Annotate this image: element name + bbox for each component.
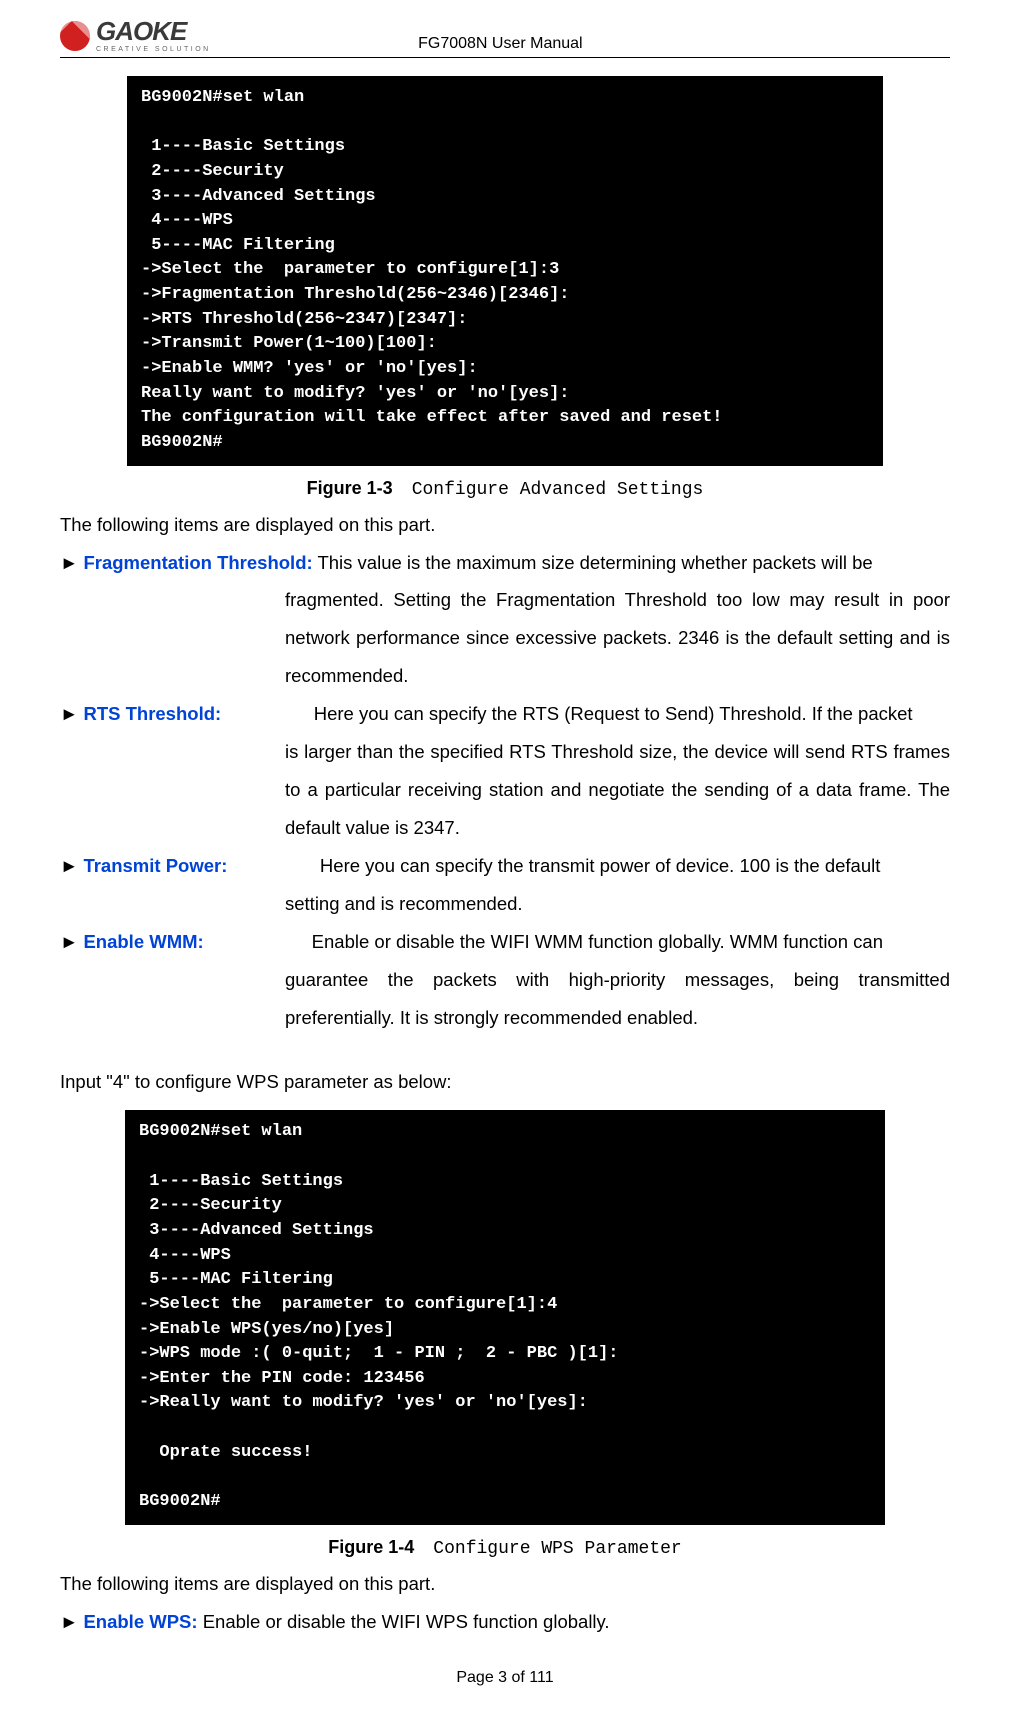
terminal-screenshot-1: BG9002N#set wlan 1----Basic Settings 2--…	[127, 76, 883, 466]
parameter-pad	[221, 703, 314, 724]
parameter-pad	[204, 931, 312, 952]
intro-text-2: The following items are displayed on thi…	[60, 1565, 950, 1603]
bridge-text: Input "4" to configure WPS parameter as …	[60, 1063, 950, 1101]
doc-title: FG7008N User Manual	[211, 35, 790, 53]
parameter-first-line: ► Transmit Power: Here you can specify t…	[60, 847, 950, 885]
figure-2-title: Configure WPS Parameter	[433, 1539, 681, 1559]
arrow-icon: ►	[60, 703, 83, 724]
parameter-item: ► Fragmentation Threshold: This value is…	[60, 544, 950, 696]
arrow-icon: ►	[60, 1611, 83, 1632]
parameters-list-2: ► Enable WPS: Enable or disable the WIFI…	[60, 1603, 950, 1641]
parameter-description: is larger than the specified RTS Thresho…	[60, 733, 950, 847]
page-header: GAOKE CREATIVE SOLUTION FG7008N User Man…	[60, 18, 950, 58]
logo-text: GAOKE CREATIVE SOLUTION	[96, 18, 211, 53]
parameter-first-text: This value is the maximum size determini…	[313, 552, 873, 573]
body-section-2: The following items are displayed on thi…	[60, 1565, 950, 1641]
parameter-first-line: ► Fragmentation Threshold: This value is…	[60, 544, 950, 582]
parameter-label: Enable WPS:	[83, 1611, 197, 1632]
parameter-first-line: ► RTS Threshold: Here you can specify th…	[60, 695, 950, 733]
arrow-icon: ►	[60, 552, 83, 573]
figure-2-caption: Figure 1-4 Configure WPS Parameter	[60, 1537, 950, 1559]
parameter-item: ► Transmit Power: Here you can specify t…	[60, 847, 950, 923]
parameter-item: ► Enable WMM: Enable or disable the WIFI…	[60, 923, 950, 1037]
arrow-icon: ►	[60, 855, 83, 876]
parameter-first-text: Here you can specify the RTS (Request to…	[314, 703, 913, 724]
parameter-label: RTS Threshold:	[83, 703, 221, 724]
figure-1-caption: Figure 1-3 Configure Advanced Settings	[60, 478, 950, 500]
page-footer: Page 3 of 111	[60, 1669, 950, 1687]
parameter-description: setting and is recommended.	[60, 885, 950, 923]
parameter-pad	[227, 855, 314, 876]
parameter-item: ► RTS Threshold: Here you can specify th…	[60, 695, 950, 847]
parameter-first-text: Here you can specify the transmit power …	[315, 855, 881, 876]
logo-main-text: GAOKE	[96, 18, 211, 44]
parameter-first-line: ► Enable WMM: Enable or disable the WIFI…	[60, 923, 950, 961]
parameter-label: Transmit Power:	[83, 855, 227, 876]
figure-1-label: Figure 1-3	[307, 478, 393, 498]
parameter-label: Fragmentation Threshold:	[83, 552, 312, 573]
arrow-icon: ►	[60, 931, 83, 952]
figure-1-title: Configure Advanced Settings	[412, 480, 704, 500]
parameter-first-text: Enable or disable the WIFI WMM function …	[312, 931, 883, 952]
document-page: GAOKE CREATIVE SOLUTION FG7008N User Man…	[0, 0, 1010, 1717]
terminal-screenshot-2: BG9002N#set wlan 1----Basic Settings 2--…	[125, 1110, 885, 1524]
parameter-item: ► Enable WPS: Enable or disable the WIFI…	[60, 1603, 950, 1641]
parameter-description: fragmented. Setting the Fragmentation Th…	[60, 581, 950, 695]
logo-icon	[60, 21, 90, 51]
parameter-first-text: Enable or disable the WIFI WPS function …	[198, 1611, 610, 1632]
parameters-list-1: ► Fragmentation Threshold: This value is…	[60, 544, 950, 1037]
body-section-1: The following items are displayed on thi…	[60, 506, 950, 1101]
parameter-description: guarantee the packets with high-priority…	[60, 961, 950, 1037]
intro-text-1: The following items are displayed on thi…	[60, 506, 950, 544]
parameter-label: Enable WMM:	[83, 931, 203, 952]
parameter-first-line: ► Enable WPS: Enable or disable the WIFI…	[60, 1603, 950, 1641]
logo-sub-text: CREATIVE SOLUTION	[96, 46, 211, 53]
brand-logo: GAOKE CREATIVE SOLUTION	[60, 18, 211, 53]
figure-2-label: Figure 1-4	[328, 1537, 414, 1557]
